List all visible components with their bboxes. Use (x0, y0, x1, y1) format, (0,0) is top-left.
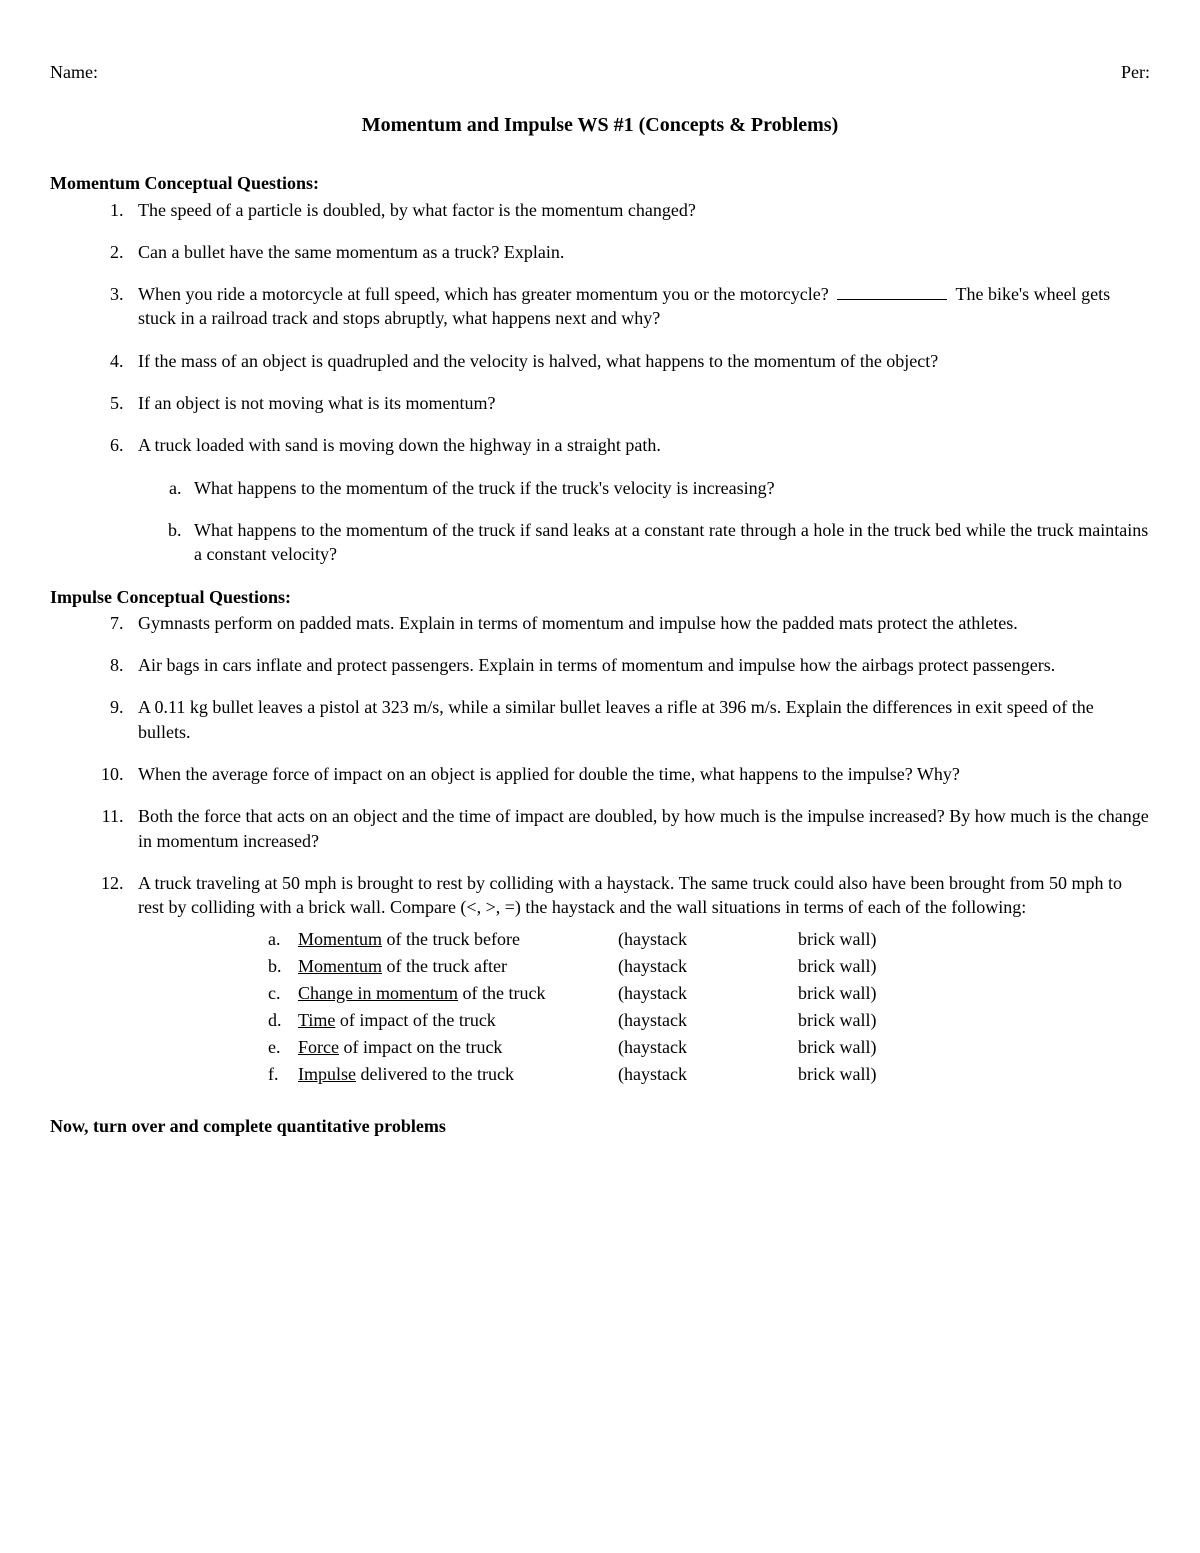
footer-note: Now, turn over and complete quantitative… (50, 1114, 1150, 1138)
q3-blank[interactable] (837, 299, 947, 300)
q5: If an object is not moving what is its m… (128, 391, 1150, 415)
name-label: Name: (50, 60, 98, 84)
compare-brickwall: brick wall) (798, 1007, 938, 1034)
compare-brickwall: brick wall) (798, 953, 938, 980)
q9: A 0.11 kg bullet leaves a pistol at 323 … (128, 695, 1150, 744)
compare-haystack: (haystack (618, 926, 798, 953)
worksheet-title: Momentum and Impulse WS #1 (Concepts & P… (50, 112, 1150, 139)
q7: Gymnasts perform on padded mats. Explain… (128, 611, 1150, 635)
compare-letter: b. (268, 953, 298, 980)
compare-letter: a. (268, 926, 298, 953)
q6a: What happens to the momentum of the truc… (186, 476, 1150, 500)
compare-label: Momentum of the truck after (298, 953, 618, 980)
q12: A truck traveling at 50 mph is brought t… (128, 871, 1150, 1088)
compare-brickwall: brick wall) (798, 980, 938, 1007)
compare-label: Impulse delivered to the truck (298, 1061, 618, 1088)
q11: Both the force that acts on an object an… (128, 804, 1150, 853)
compare-label: Force of impact on the truck (298, 1034, 618, 1061)
compare-label: Change in momentum of the truck (298, 980, 618, 1007)
q10: When the average force of impact on an o… (128, 762, 1150, 786)
q6-stem: A truck loaded with sand is moving down … (138, 435, 661, 455)
per-label: Per: (1121, 60, 1150, 84)
compare-row: a.Momentum of the truck before(haystackb… (268, 926, 1150, 953)
compare-row: b.Momentum of the truck after(haystackbr… (268, 953, 1150, 980)
compare-row: e.Force of impact on the truck(haystackb… (268, 1034, 1150, 1061)
q2: Can a bullet have the same momentum as a… (128, 240, 1150, 264)
compare-row: f.Impulse delivered to the truck(haystac… (268, 1061, 1150, 1088)
q6: A truck loaded with sand is moving down … (128, 433, 1150, 566)
compare-brickwall: brick wall) (798, 1061, 938, 1088)
q6-subparts: What happens to the momentum of the truc… (138, 476, 1150, 567)
compare-haystack: (haystack (618, 1007, 798, 1034)
compare-label: Momentum of the truck before (298, 926, 618, 953)
impulse-questions: Gymnasts perform on padded mats. Explain… (50, 611, 1150, 1088)
section2-heading: Impulse Conceptual Questions: (50, 585, 1150, 609)
compare-letter: e. (268, 1034, 298, 1061)
section1-heading: Momentum Conceptual Questions: (50, 171, 1150, 195)
compare-haystack: (haystack (618, 1034, 798, 1061)
compare-brickwall: brick wall) (798, 1034, 938, 1061)
compare-letter: c. (268, 980, 298, 1007)
compare-haystack: (haystack (618, 980, 798, 1007)
q6b: What happens to the momentum of the truc… (186, 518, 1150, 567)
q3-part-a: When you ride a motorcycle at full speed… (138, 284, 829, 304)
compare-letter: f. (268, 1061, 298, 1088)
q1: The speed of a particle is doubled, by w… (128, 198, 1150, 222)
compare-haystack: (haystack (618, 953, 798, 980)
q3: When you ride a motorcycle at full speed… (128, 282, 1150, 331)
q8: Air bags in cars inflate and protect pas… (128, 653, 1150, 677)
compare-haystack: (haystack (618, 1061, 798, 1088)
compare-table: a.Momentum of the truck before(haystackb… (268, 926, 1150, 1088)
q12-stem: A truck traveling at 50 mph is brought t… (138, 873, 1122, 917)
momentum-questions: The speed of a particle is doubled, by w… (50, 198, 1150, 567)
compare-brickwall: brick wall) (798, 926, 938, 953)
header-row: Name: Per: (50, 60, 1150, 84)
compare-letter: d. (268, 1007, 298, 1034)
compare-label: Time of impact of the truck (298, 1007, 618, 1034)
compare-row: d.Time of impact of the truck(haystackbr… (268, 1007, 1150, 1034)
compare-row: c.Change in momentum of the truck(haysta… (268, 980, 1150, 1007)
q4: If the mass of an object is quadrupled a… (128, 349, 1150, 373)
